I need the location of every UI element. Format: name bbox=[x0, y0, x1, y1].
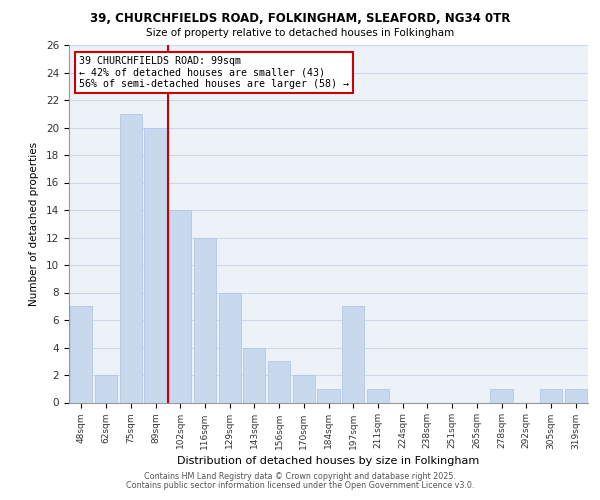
Text: Contains public sector information licensed under the Open Government Licence v3: Contains public sector information licen… bbox=[126, 481, 474, 490]
Text: 39 CHURCHFIELDS ROAD: 99sqm
← 42% of detached houses are smaller (43)
56% of sem: 39 CHURCHFIELDS ROAD: 99sqm ← 42% of det… bbox=[79, 56, 349, 89]
Bar bbox=[119, 114, 142, 403]
Bar bbox=[293, 375, 315, 402]
Y-axis label: Number of detached properties: Number of detached properties bbox=[29, 142, 39, 306]
Bar bbox=[565, 389, 587, 402]
Bar bbox=[367, 389, 389, 402]
X-axis label: Distribution of detached houses by size in Folkingham: Distribution of detached houses by size … bbox=[178, 456, 479, 466]
Bar bbox=[317, 389, 340, 402]
Bar bbox=[540, 389, 562, 402]
Bar bbox=[218, 292, 241, 403]
Text: Contains HM Land Registry data © Crown copyright and database right 2025.: Contains HM Land Registry data © Crown c… bbox=[144, 472, 456, 481]
Bar bbox=[490, 389, 512, 402]
Bar bbox=[70, 306, 92, 402]
Bar bbox=[95, 375, 117, 402]
Text: Size of property relative to detached houses in Folkingham: Size of property relative to detached ho… bbox=[146, 28, 454, 38]
Bar bbox=[145, 128, 167, 402]
Bar bbox=[268, 361, 290, 403]
Text: 39, CHURCHFIELDS ROAD, FOLKINGHAM, SLEAFORD, NG34 0TR: 39, CHURCHFIELDS ROAD, FOLKINGHAM, SLEAF… bbox=[90, 12, 510, 26]
Bar bbox=[342, 306, 364, 402]
Bar bbox=[243, 348, 265, 403]
Bar bbox=[169, 210, 191, 402]
Bar bbox=[194, 238, 216, 402]
